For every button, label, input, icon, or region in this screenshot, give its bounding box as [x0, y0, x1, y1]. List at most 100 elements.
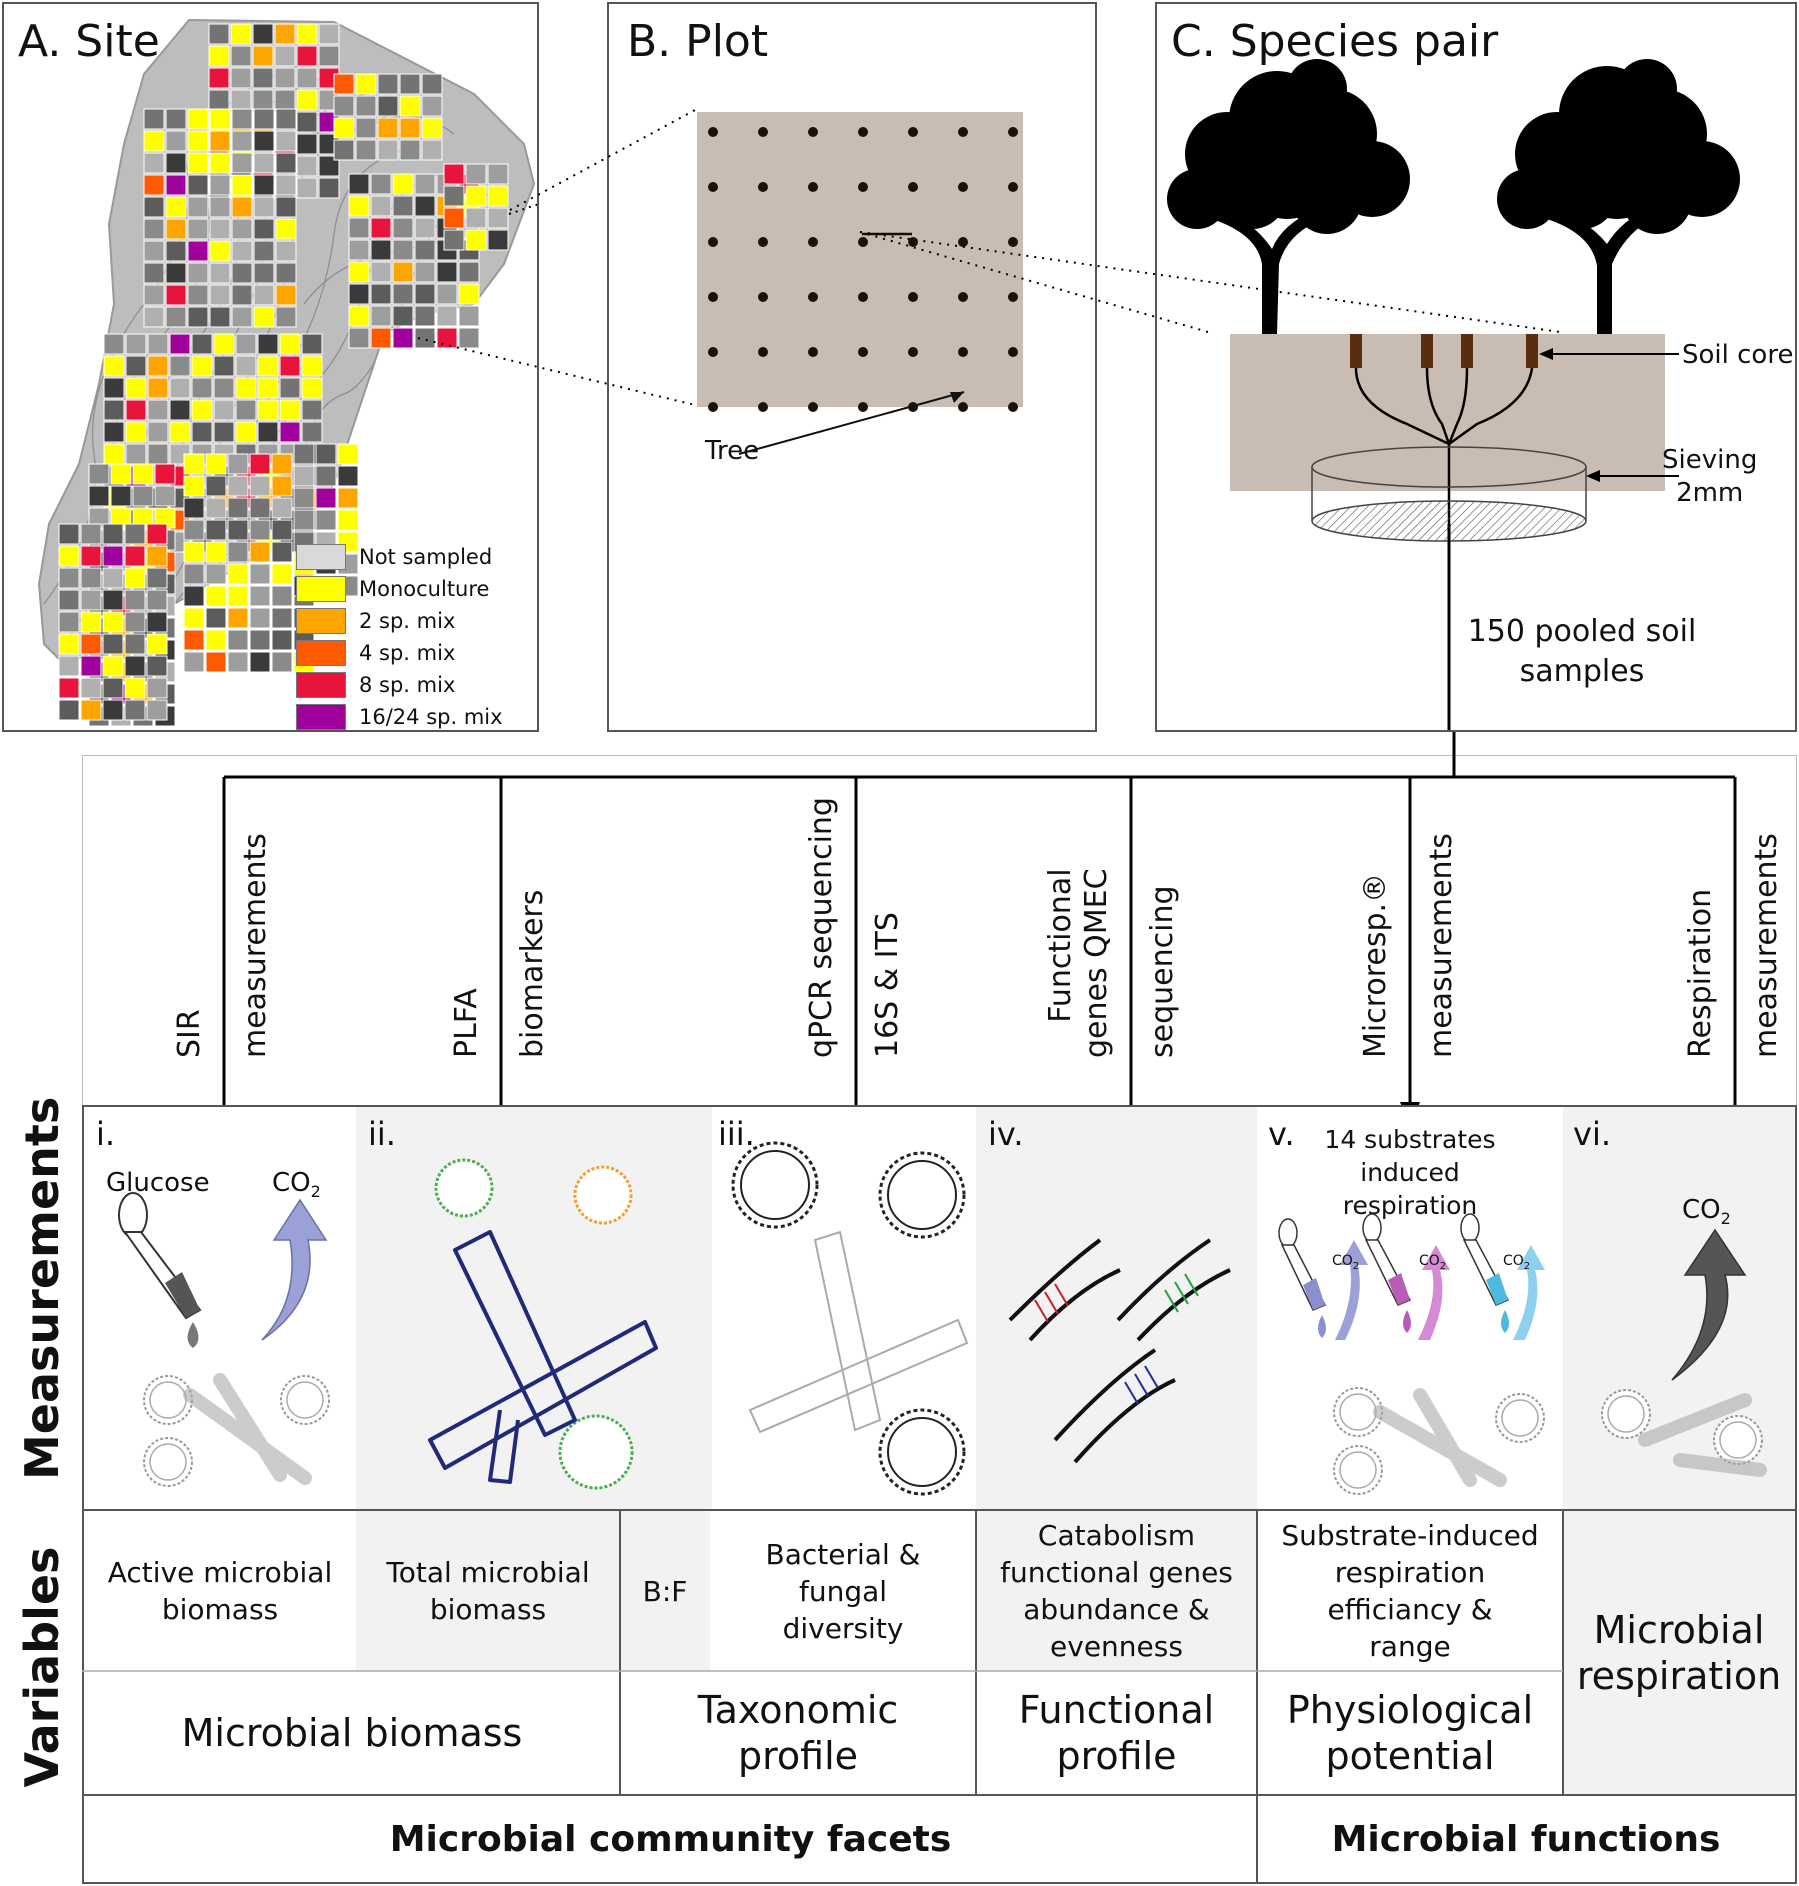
site-plot-cell: [436, 261, 458, 283]
site-plot-cell: [296, 67, 318, 89]
site-plot-cell: [154, 485, 176, 507]
site-plot-cell: [147, 399, 169, 421]
site-plot-cell: [392, 327, 414, 349]
site-plot-cell: [103, 443, 125, 465]
site-plot-cell: [147, 355, 169, 377]
site-plot-cell: [102, 655, 124, 677]
site-plot-cell: [275, 196, 297, 218]
measurement-numeral: iv.: [988, 1115, 1024, 1153]
site-plot-cell: [165, 240, 187, 262]
site-plot-cell: [146, 611, 168, 633]
site-plot-cell: [187, 108, 209, 130]
site-plot-cell: [271, 475, 293, 497]
site-plot-cell: [249, 519, 271, 541]
site-plot-cell: [377, 95, 399, 117]
site-plot-cell: [230, 45, 252, 67]
site-plot-cell: [271, 497, 293, 519]
var-taxonomic-profile: Taxonomic profile: [697, 1688, 899, 1778]
measurement-numeral: v.: [1268, 1115, 1295, 1153]
legend-swatch: [296, 544, 346, 570]
measurement-numeral: iii.: [718, 1115, 755, 1153]
measurements-label: Measurements: [15, 1096, 69, 1480]
tree-dot: [958, 292, 968, 302]
site-plot-cell: [414, 173, 436, 195]
tree-dot: [708, 237, 718, 247]
site-plot-cell: [443, 229, 465, 251]
site-plot-cell: [296, 111, 318, 133]
tree-dot: [958, 237, 968, 247]
method-label-3-b: 16S & ITS: [870, 912, 905, 1058]
site-plot-cell: [355, 95, 377, 117]
legend-swatch: [296, 704, 346, 730]
method-label-1-a: SIR: [172, 1009, 207, 1058]
site-plot-cell: [271, 607, 293, 629]
site-plot-cell: [103, 377, 125, 399]
var-bg-3: [620, 1511, 710, 1671]
substrates-label: 14 substrates induced respiration: [1324, 1125, 1496, 1220]
site-plot-cell: [146, 589, 168, 611]
footer-community-facets: Microbial community facets: [389, 1819, 952, 1860]
co2-small-2: CO2: [1419, 1253, 1447, 1272]
site-plot-cell: [377, 139, 399, 161]
site-plot-cell: [165, 196, 187, 218]
pooled-samples-label: 150 pooled soil samples: [1467, 614, 1697, 689]
site-plot-cell: [227, 497, 249, 519]
legend-item: 8 sp. mix: [296, 672, 455, 698]
site-plot-cell: [348, 327, 370, 349]
site-plot-cell: [370, 195, 392, 217]
site-plot-cell: [271, 541, 293, 563]
site-plot-cell: [209, 306, 231, 328]
site-plot-cell: [205, 475, 227, 497]
tree-dot: [708, 292, 718, 302]
site-plot-cell: [421, 73, 443, 95]
site-plot-cell: [271, 563, 293, 585]
site-plot-cell: [249, 475, 271, 497]
co2-label-respiration: CO2: [1682, 1195, 1731, 1229]
site-plot-cell: [183, 497, 205, 519]
site-plot-cell: [348, 195, 370, 217]
methods-frame: [82, 755, 1797, 1105]
site-plot-cell: [231, 218, 253, 240]
site-plot-cell: [231, 284, 253, 306]
site-plot-cell: [370, 173, 392, 195]
site-plot-cell: [231, 108, 253, 130]
legend-item: Monoculture: [296, 576, 489, 602]
variables-table: [82, 1509, 1797, 1884]
legend-item: 2 sp. mix: [296, 608, 455, 634]
species-pair-illustration: [1167, 59, 1740, 730]
site-plot-cell: [143, 130, 165, 152]
site-plot-cell: [333, 73, 355, 95]
site-plot-cell: [279, 421, 301, 443]
site-plot-cell: [227, 453, 249, 475]
site-plot-cell: [227, 585, 249, 607]
var-bf: B:F: [642, 1574, 688, 1608]
site-plot-cell: [143, 108, 165, 130]
site-plot-cell: [333, 139, 355, 161]
site-plot-cell: [58, 589, 80, 611]
site-plot-cell: [235, 421, 257, 443]
tree-icon: [1167, 59, 1410, 334]
site-plot-cell: [187, 284, 209, 306]
tree-dot: [958, 402, 968, 412]
tree-dot: [758, 182, 768, 192]
measure-cell-3: [712, 1107, 976, 1509]
site-plot-cell: [205, 519, 227, 541]
site-plot-cell: [209, 196, 231, 218]
site-plot-cell: [187, 218, 209, 240]
site-plot-cell: [146, 677, 168, 699]
site-plot-cell: [213, 377, 235, 399]
site-plot-cell: [253, 284, 275, 306]
site-plot-cell: [275, 108, 297, 130]
site-grid: [58, 23, 509, 727]
plot-panel: B. Plot Tree: [607, 2, 1097, 732]
site-plot-cell: [235, 333, 257, 355]
site-plot-cell: [275, 262, 297, 284]
tree-dot: [708, 402, 718, 412]
site-plot-cell: [257, 333, 279, 355]
site-plot-cell: [187, 130, 209, 152]
tree-icon: [1497, 59, 1740, 334]
site-plot-cell: [253, 130, 275, 152]
site-plot-cell: [205, 497, 227, 519]
tree-dot: [908, 182, 918, 192]
site-plot-cell: [465, 163, 487, 185]
